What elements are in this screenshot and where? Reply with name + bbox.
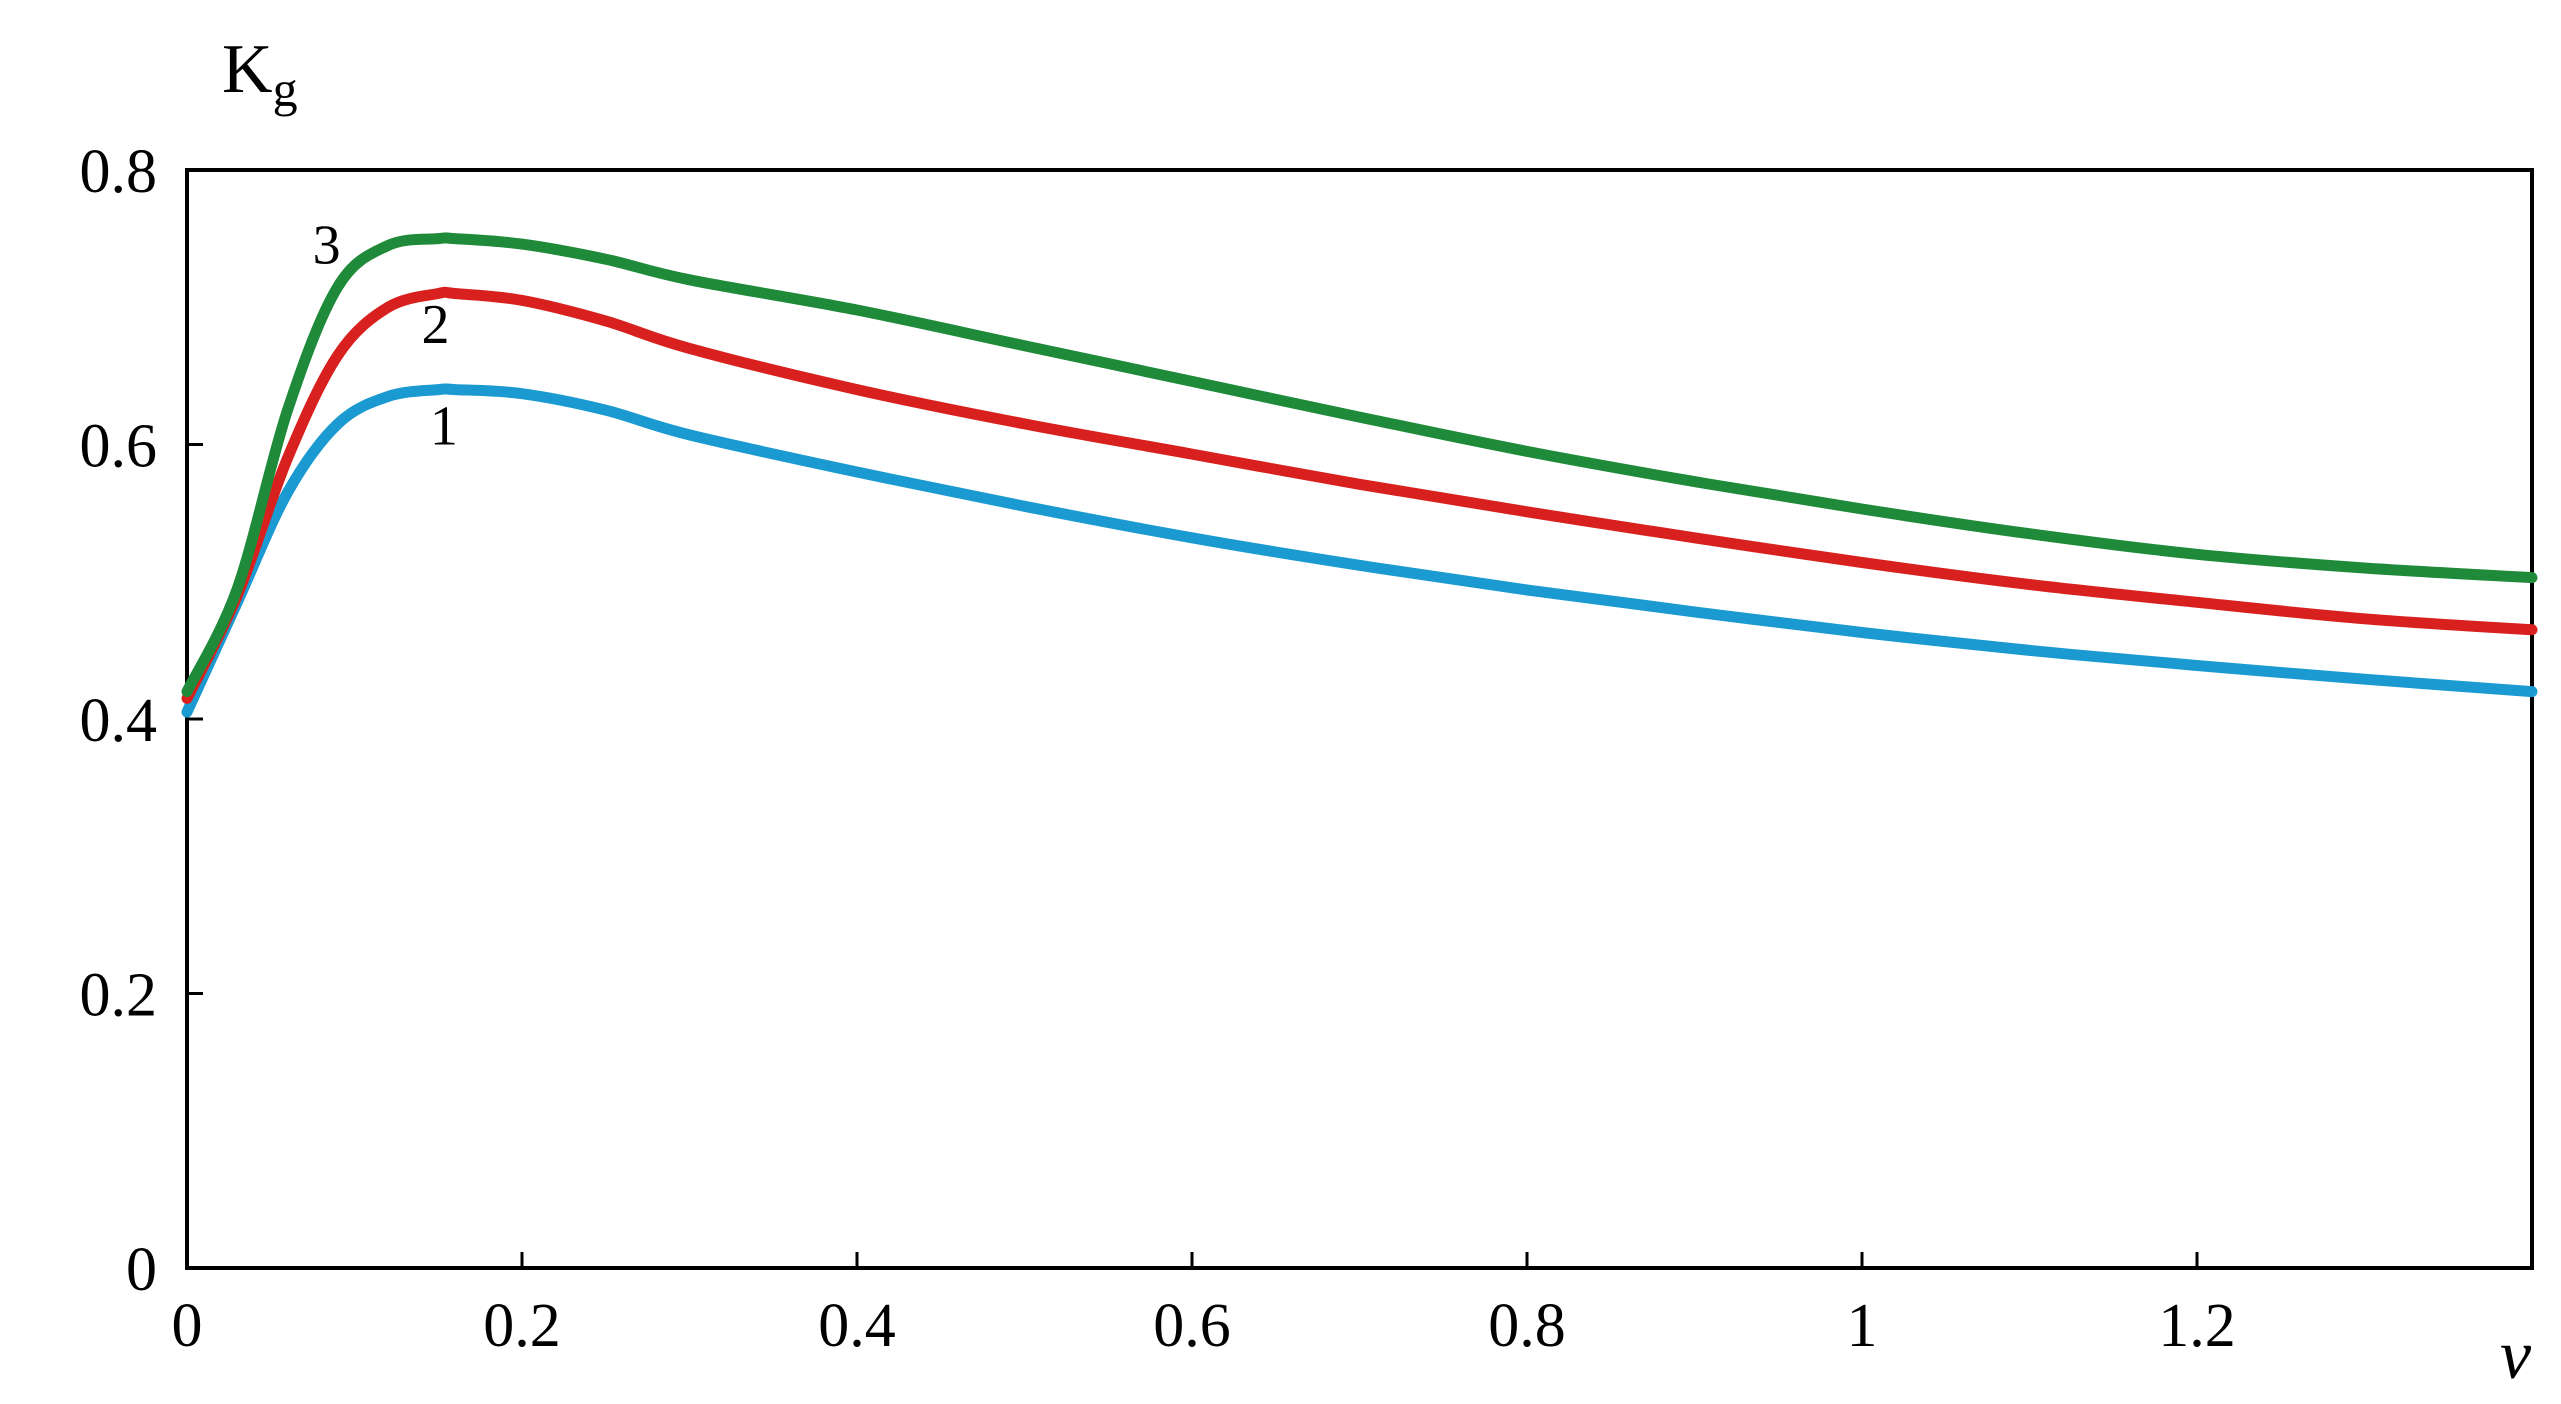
series-layer (181, 232, 2538, 718)
y-tick-label: 0 (126, 1236, 157, 1304)
y-tick-label: 0.4 (80, 687, 158, 755)
plot-frame (185, 168, 2534, 1270)
y-tick-label: 0.6 (80, 413, 158, 481)
x-tick-label: 0.4 (818, 1292, 896, 1360)
series-2-label: 2 (422, 294, 450, 356)
y-axis-title-main: K (222, 31, 273, 108)
x-axis-title: ν (2500, 1317, 2532, 1394)
y-axis-ticks: 0 0.2 0.4 0.6 0.8 (80, 138, 203, 1304)
series-1-line (181, 383, 2538, 718)
series-2-line (181, 286, 2538, 704)
series-3-label: 3 (313, 214, 341, 276)
x-tick-label: 0.2 (483, 1292, 561, 1360)
y-tick-label: 0.8 (80, 138, 158, 206)
series-3-line (181, 232, 2538, 698)
curve-labels: 1 2 3 (313, 214, 458, 457)
series-1-label: 1 (430, 396, 458, 458)
x-axis-ticks: 0 0.2 0.4 0.6 0.8 1 1.2 (172, 1252, 2236, 1360)
x-tick-label: 0.6 (1153, 1292, 1231, 1360)
x-tick-label: 1.2 (2158, 1292, 2236, 1360)
y-axis-title-sub: g (273, 61, 298, 117)
y-axis-title: Kg (222, 31, 298, 117)
x-tick-label: 0 (172, 1292, 203, 1360)
x-tick-label: 0.8 (1488, 1292, 1566, 1360)
y-tick-label: 0.2 (80, 962, 158, 1030)
x-tick-label: 1 (1847, 1292, 1878, 1360)
